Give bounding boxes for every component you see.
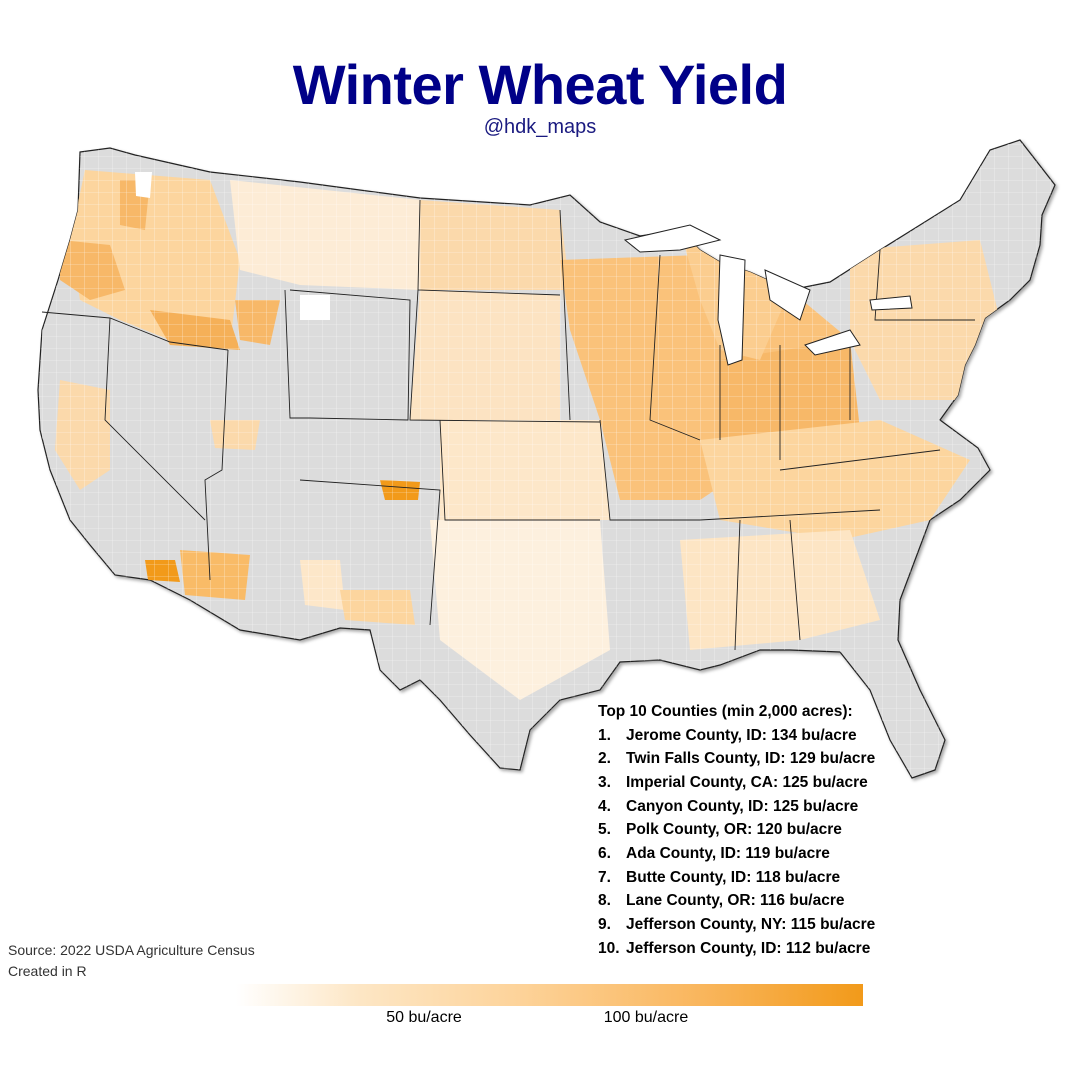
list-item: 10. Jefferson County, ID: 112 bu/acre — [598, 939, 871, 957]
source-line: Source: 2022 USDA Agriculture Census — [8, 942, 255, 958]
source-note: Source: 2022 USDA Agriculture Census Cre… — [8, 940, 255, 982]
list-item: 9. Jefferson County, NY: 115 bu/acre — [598, 916, 876, 933]
legend-tick-50: 50 bu/acre — [386, 1009, 462, 1026]
list-item: 7. Butte County, ID: 118 bu/acre — [598, 868, 841, 886]
map-title: Winter Wheat Yield — [292, 53, 788, 116]
state-borders — [41, 199, 975, 651]
great-lakes — [623, 224, 913, 366]
list-item: 3. Imperial County, CA: 125 bu/acre — [598, 773, 868, 791]
list-item: 5. Polk County, OR: 120 bu/acre — [598, 821, 842, 839]
list-item: 4. Canyon County, ID: 125 bu/acre — [598, 797, 859, 815]
created-line: Created in R — [8, 963, 87, 979]
legend-tick-100: 100 bu/acre — [603, 1009, 689, 1026]
legend-color-bar — [236, 984, 863, 1006]
list-item: 8. Lane County, OR: 116 bu/acre — [598, 892, 845, 910]
us-county-map — [37, 139, 1056, 779]
list-item: 2. Twin Falls County, ID: 129 bu/acre — [598, 750, 876, 768]
list-item: 6. Ada County, ID: 119 bu/acre — [598, 844, 830, 862]
map-subtitle: @hdk_maps — [483, 116, 597, 138]
top-counties-list: Top 10 Counties (min 2,000 acres): 1. Jer… — [598, 700, 978, 960]
top-counties-heading: Top 10 Counties (min 2,000 acres): — [598, 703, 853, 720]
list-item: 1. Jerome County, ID: 134 bu/acre — [598, 726, 857, 744]
